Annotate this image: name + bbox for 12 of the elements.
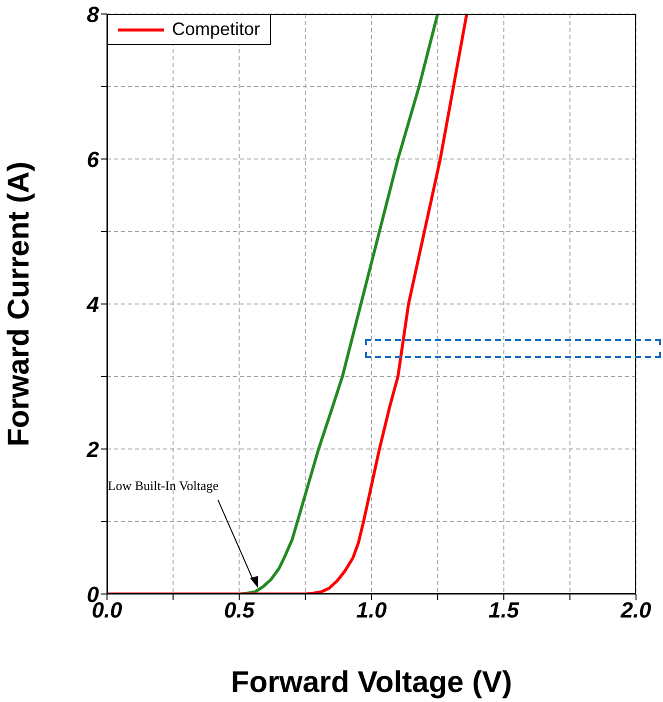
legend-label: Competitor xyxy=(172,19,260,40)
y-axis-title: Forward Current (A) xyxy=(2,162,36,446)
x-tick-label: 1.5 xyxy=(488,598,520,623)
x-tick-label: 0.5 xyxy=(224,598,256,623)
y-tick-label: 6 xyxy=(86,146,100,172)
y-tick-label: 4 xyxy=(86,292,99,317)
annotation: Low Built-In Voltage xyxy=(108,478,218,494)
x-axis-title: Forward Voltage (V) xyxy=(230,666,512,699)
x-tick-label: 1.0 xyxy=(356,598,388,623)
x-tick-label: 2.0 xyxy=(620,598,652,623)
y-tick-label: 8 xyxy=(86,2,100,27)
y-tick-label: 2 xyxy=(86,436,100,462)
